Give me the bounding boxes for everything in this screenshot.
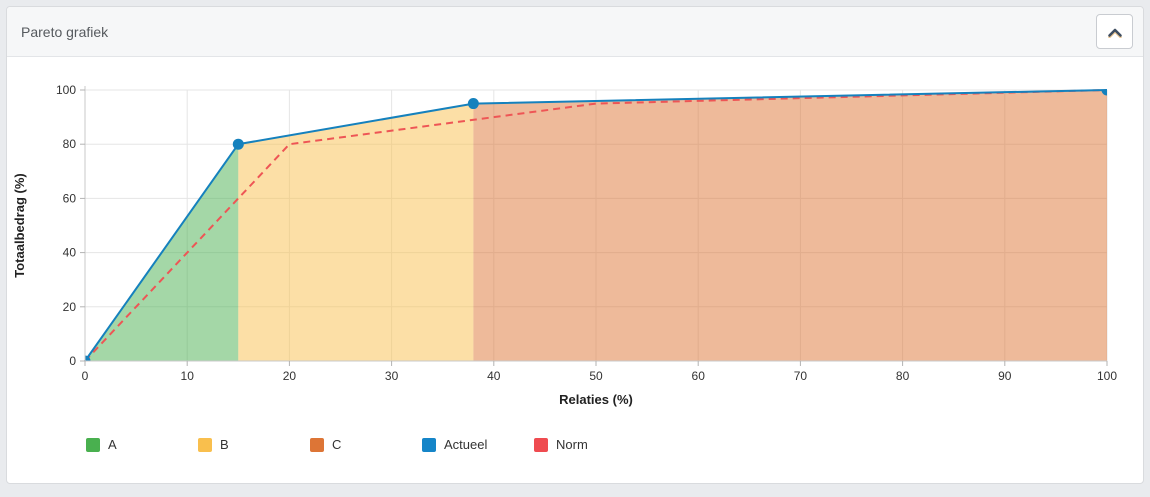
- x-tick-label: 10: [181, 369, 195, 383]
- y-tick-label: 100: [56, 83, 76, 97]
- chart-legend: A B C Actueel Norm: [86, 437, 1143, 452]
- legend-item-b[interactable]: B: [198, 437, 310, 452]
- legend-item-c[interactable]: C: [310, 437, 422, 452]
- pareto-chart: 0 10 20 30 40 50 60 70 80 90 100 0 20 40 60 80 100 Relati…: [12, 83, 1117, 407]
- x-tick-label: 30: [385, 369, 399, 383]
- norm-line: [84, 89, 1108, 362]
- y-tick-label: 0: [69, 354, 76, 368]
- x-tick-label: 80: [896, 369, 910, 383]
- x-tick-label: 0: [82, 369, 89, 383]
- legend-swatch-c: [310, 437, 324, 452]
- y-tick-label: 40: [63, 246, 77, 260]
- pareto-panel: Pareto grafiek 0 10 20 30 40 50 60 70 80 90 100 0 20…: [6, 6, 1144, 484]
- panel-body: 0 10 20 30 40 50 60 70 80 90 100 0 20 40 60 80 100 Relati…: [7, 57, 1143, 452]
- x-axis-title: Relaties (%): [559, 392, 633, 407]
- legend-item-norm[interactable]: Norm: [534, 437, 646, 452]
- x-tick-label: 50: [589, 369, 603, 383]
- data-point: [1101, 90, 1107, 96]
- y-tick-label: 80: [63, 137, 77, 151]
- actueel-line: [84, 89, 1108, 362]
- x-tick-label: 40: [487, 369, 501, 383]
- panel-header: Pareto grafiek: [7, 7, 1143, 57]
- y-tick-label: 60: [63, 191, 77, 205]
- legend-swatch-actueel: [422, 437, 436, 452]
- y-tick-label: 20: [63, 300, 77, 314]
- legend-swatch-b: [198, 437, 212, 452]
- collapse-button[interactable]: [1096, 14, 1133, 49]
- x-tick-label: 90: [998, 369, 1012, 383]
- data-point: [232, 138, 244, 150]
- x-tick-label: 60: [692, 369, 706, 383]
- legend-label: A: [108, 437, 117, 452]
- legend-item-a[interactable]: A: [86, 437, 198, 452]
- legend-swatch-a: [86, 437, 100, 452]
- y-axis-title: Totaalbedrag (%): [12, 173, 27, 278]
- legend-label: C: [332, 437, 342, 452]
- legend-label: Norm: [556, 437, 588, 452]
- x-tick-label: 70: [794, 369, 808, 383]
- x-tick-label: 20: [283, 369, 297, 383]
- data-point: [85, 355, 91, 361]
- legend-swatch-norm: [534, 437, 548, 452]
- area-b: [238, 103, 474, 361]
- legend-item-actueel[interactable]: Actueel: [422, 437, 534, 452]
- area-c: [473, 90, 1107, 361]
- legend-label: B: [220, 437, 229, 452]
- legend-label: Actueel: [444, 437, 488, 452]
- panel-title: Pareto grafiek: [21, 23, 109, 40]
- data-point: [467, 98, 479, 110]
- actueel-markers: [85, 90, 1107, 361]
- x-tick-label: 100: [1097, 369, 1117, 383]
- chevron-up-icon: [1106, 26, 1124, 38]
